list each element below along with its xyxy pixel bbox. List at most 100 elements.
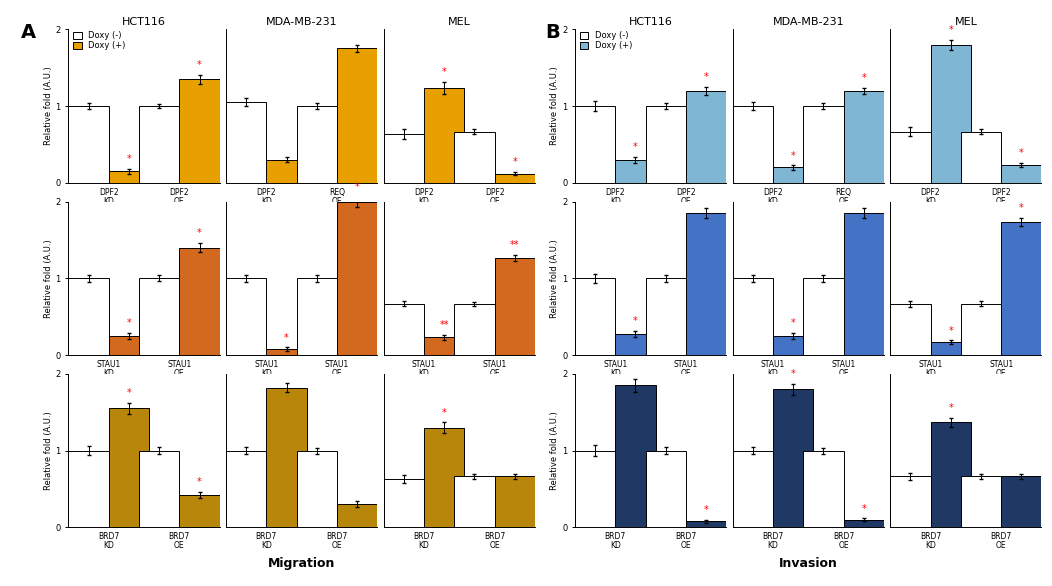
Text: *: * [948,25,953,35]
Bar [494,258,535,355]
Text: *: * [704,505,708,515]
Bar [226,102,266,183]
Bar [424,428,464,527]
Y-axis label: Relative fold (A.U.): Relative fold (A.U.) [550,239,560,318]
Legend: Doxy (-), Doxy (+): Doxy (-), Doxy (+) [579,30,633,52]
Bar [179,495,220,527]
Bar [68,278,108,355]
Bar [574,451,615,527]
Bar [732,106,773,183]
Title: HCT116: HCT116 [629,17,672,27]
Bar [960,304,1002,355]
Bar [266,388,307,527]
Bar [108,408,149,527]
Bar [337,202,378,355]
Bar [931,342,971,355]
Bar [890,476,931,527]
Bar [615,333,655,355]
Bar [108,171,149,183]
Bar [890,304,931,355]
Bar [574,278,615,355]
Bar [454,476,494,527]
Bar [803,278,844,355]
Bar [773,336,813,355]
Text: *: * [126,389,132,398]
Bar [1002,476,1041,527]
Bar [179,248,220,355]
Bar [1002,165,1041,183]
Bar [890,132,931,183]
Bar [1002,222,1041,355]
Bar [803,106,844,183]
Bar [646,106,686,183]
Bar [803,451,844,527]
Bar [179,79,220,183]
Text: *: * [704,72,708,82]
Bar [931,45,971,183]
Title: MDA-MB-231: MDA-MB-231 [772,17,844,27]
Bar [266,349,307,355]
Text: *: * [633,142,638,152]
Bar [686,213,726,355]
Legend: Doxy (-), Doxy (+): Doxy (-), Doxy (+) [73,30,126,52]
Title: MEL: MEL [954,17,977,27]
Bar [773,168,813,183]
Text: *: * [862,503,866,513]
Bar [615,386,655,527]
Bar [615,160,655,183]
Bar [732,451,773,527]
Text: *: * [862,73,866,83]
Text: *: * [442,67,446,77]
Bar [384,134,424,183]
Text: *: * [791,151,795,161]
Bar [494,173,535,183]
Bar [337,505,378,527]
Y-axis label: Relative fold (A.U.): Relative fold (A.U.) [550,411,560,490]
Bar [424,337,464,355]
Bar [266,160,307,183]
Text: *: * [1019,203,1024,213]
Bar [384,304,424,355]
Text: *: * [284,333,289,343]
Bar [454,132,494,183]
Y-axis label: Relative fold (A.U.): Relative fold (A.U.) [44,67,53,145]
Bar [960,132,1002,183]
Bar [844,91,884,183]
Bar [108,336,149,355]
Bar [226,451,266,527]
Text: *: * [948,403,953,413]
Title: MEL: MEL [448,17,470,27]
Text: *: * [355,182,360,192]
Text: *: * [948,326,953,336]
Text: *: * [197,478,202,488]
Bar [454,304,494,355]
Bar [337,49,378,183]
Y-axis label: Relative fold (A.U.): Relative fold (A.U.) [44,239,53,318]
Bar [960,476,1002,527]
Bar [646,451,686,527]
Bar [686,91,726,183]
Text: **: ** [440,320,449,330]
Text: *: * [512,158,518,168]
Bar [297,106,337,183]
Text: *: * [442,408,446,418]
Text: *: * [197,229,202,239]
Bar [424,88,464,183]
Bar [732,278,773,355]
Y-axis label: Relative fold (A.U.): Relative fold (A.U.) [550,67,560,145]
Bar [646,278,686,355]
Bar [686,522,726,527]
Text: *: * [791,369,795,379]
Bar [226,278,266,355]
Text: *: * [633,316,638,326]
Bar [494,476,535,527]
Text: **: ** [510,240,520,250]
Text: *: * [126,318,132,328]
Text: B: B [545,23,561,42]
Bar [139,451,179,527]
Bar [844,213,884,355]
Text: *: * [1019,148,1024,158]
Bar [574,106,615,183]
Bar [384,479,424,527]
Text: A: A [21,23,36,42]
